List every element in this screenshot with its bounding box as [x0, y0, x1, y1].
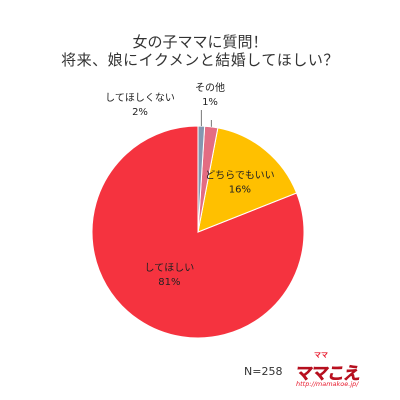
pie-slices: [91, 125, 305, 339]
logo-url: http://mamakoe.jp/: [296, 380, 359, 388]
slice-category-label-3: その他: [195, 81, 225, 94]
slice-value-label-0: 81%: [158, 277, 180, 288]
slice-category-label-2: してほしくない: [105, 92, 175, 104]
slice-value-label-3: 1%: [202, 97, 218, 108]
chart-title-line2: 将来、娘にイクメンと結婚してほしい？: [61, 51, 339, 69]
slice-category-label-1: どちらでもいい: [205, 169, 275, 181]
pie-slice-1: [197, 127, 298, 233]
chart-title-line1: 女の子ママに質問！: [132, 33, 268, 51]
sample-size-label: N=258: [244, 365, 283, 378]
slice-value-label-1: 16%: [229, 184, 251, 195]
mamakoe-logo[interactable]: ママ ママこえ http://mamakoe.jp/: [294, 351, 374, 391]
slice-category-label-0: してほしい: [145, 262, 195, 274]
logo-brand-top: ママ: [314, 351, 328, 359]
slice-value-label-2: 2%: [132, 107, 148, 118]
leader-lines: [200, 110, 212, 127]
slice-labels: してほしい 81% どちらでもいい 16% してほしくない 2% その他 1%: [105, 81, 275, 288]
chart-title: 女の子ママに質問！ 将来、娘にイクメンと結婚してほしい？: [0, 33, 400, 70]
